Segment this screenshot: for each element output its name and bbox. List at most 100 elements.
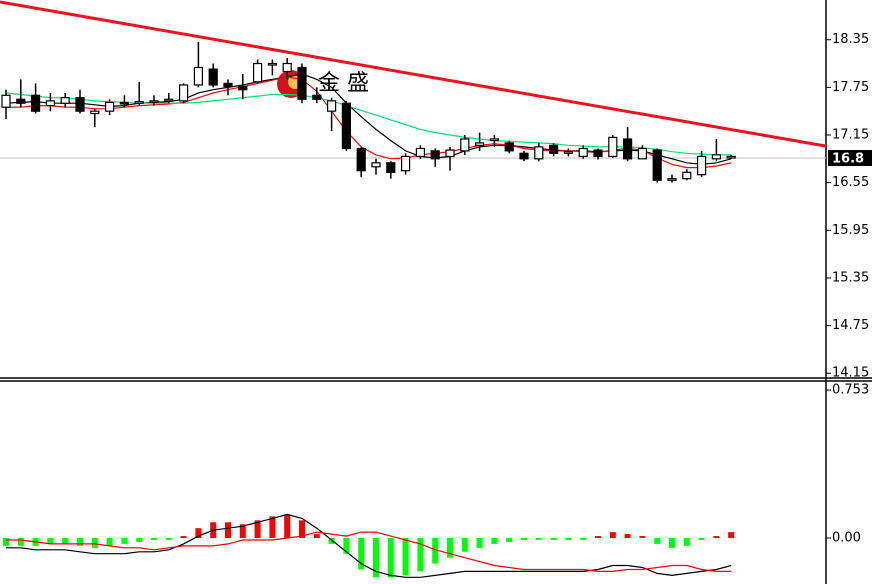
candle-body — [282, 62, 292, 73]
macd-bar — [461, 538, 468, 552]
candle-body — [652, 149, 662, 181]
macd-bar — [387, 538, 394, 578]
macd-bar — [3, 538, 9, 546]
candle-body — [104, 101, 115, 112]
candle-body — [386, 162, 396, 173]
y-tick-label: 14.15 — [832, 366, 869, 381]
macd-bar — [417, 538, 424, 572]
y-tick-label: 18.35 — [832, 32, 869, 47]
macd-bar — [432, 538, 439, 564]
candle-body — [208, 68, 218, 86]
macd-bar — [728, 532, 735, 539]
macd-bar — [328, 538, 335, 544]
macd-bar — [373, 538, 379, 578]
y-tick-label: 0.753 — [832, 383, 869, 398]
last-price-label: 16.8 — [832, 152, 864, 167]
candle-body — [356, 147, 366, 172]
macd-bar — [239, 524, 246, 539]
candle-body — [711, 154, 722, 160]
candle-body — [578, 147, 588, 158]
candle-body — [90, 110, 100, 115]
macd-bar — [225, 522, 231, 539]
macd-bar — [491, 538, 498, 544]
candle-body — [134, 101, 144, 104]
macd-bar — [565, 538, 572, 540]
candle-body — [75, 97, 85, 112]
candle-body — [475, 142, 485, 146]
candle-body — [149, 100, 159, 103]
candle-body — [460, 138, 470, 152]
macd-bar — [91, 538, 98, 548]
candle-body — [297, 66, 307, 100]
macd-bar — [343, 538, 350, 554]
candle-body — [726, 155, 736, 159]
candle-body — [45, 100, 56, 107]
candle-body — [504, 142, 514, 152]
ma-line — [6, 531, 732, 572]
macd-bar — [47, 538, 54, 544]
candle-body — [548, 144, 559, 154]
ma-line — [6, 513, 732, 578]
candle-body — [1, 94, 11, 108]
macd-bar — [62, 538, 69, 544]
macd-bar — [580, 538, 587, 540]
macd-bar — [639, 536, 646, 539]
candle-body — [622, 138, 633, 160]
macd-bar — [180, 536, 187, 539]
candle-body — [637, 147, 648, 160]
macd-bar — [654, 538, 661, 544]
trend-line — [0, 0, 827, 148]
candle-body — [253, 62, 263, 83]
candle-body — [164, 98, 174, 102]
macd-bar — [106, 538, 113, 546]
macd-bar — [358, 538, 365, 570]
macd-bar — [669, 538, 675, 548]
macd-bar — [624, 534, 631, 539]
candle-body — [312, 94, 322, 100]
last-price-box — [828, 150, 872, 167]
candle-body — [401, 155, 411, 172]
macd-bar — [698, 538, 705, 540]
y-tick-label: 0.00 — [832, 531, 861, 546]
macd-bar — [121, 538, 128, 544]
macd-bar — [269, 516, 276, 539]
macd-bar — [151, 538, 157, 540]
candle-body — [445, 149, 455, 158]
candle-body — [682, 171, 692, 180]
macd-bar — [17, 538, 24, 546]
candle-body — [593, 149, 603, 158]
candle-body — [31, 94, 41, 112]
y-tick-label: 16.55 — [832, 175, 869, 190]
candle-body — [327, 100, 337, 112]
candle-body — [534, 146, 544, 160]
candle-body — [267, 62, 277, 66]
macd-bar — [447, 538, 453, 558]
macd-bar — [595, 536, 601, 539]
macd-bar — [195, 528, 202, 539]
candle-body — [696, 155, 707, 176]
candle-body — [667, 178, 677, 181]
macd-bar — [254, 520, 261, 539]
macd-bar — [609, 532, 616, 539]
candle-body — [223, 82, 233, 88]
candle-body — [371, 162, 381, 168]
y-tick-label: 17.15 — [832, 128, 869, 143]
watermark-text: 金 盛 — [318, 71, 369, 96]
macd-bar — [535, 538, 542, 540]
candle-body — [489, 138, 499, 142]
macd-bar — [299, 520, 305, 539]
macd-bar — [506, 538, 513, 542]
macd-bar — [476, 538, 483, 548]
candle-body — [179, 84, 189, 102]
macd-bar — [165, 538, 172, 540]
macd-bar — [521, 538, 527, 540]
candle-body — [16, 98, 26, 104]
macd-bar — [550, 538, 557, 540]
y-tick-label: 15.95 — [832, 223, 869, 238]
macd-bar — [713, 536, 720, 539]
candle-body — [193, 66, 203, 86]
macd-bar — [77, 538, 83, 546]
candle-body — [430, 150, 440, 160]
